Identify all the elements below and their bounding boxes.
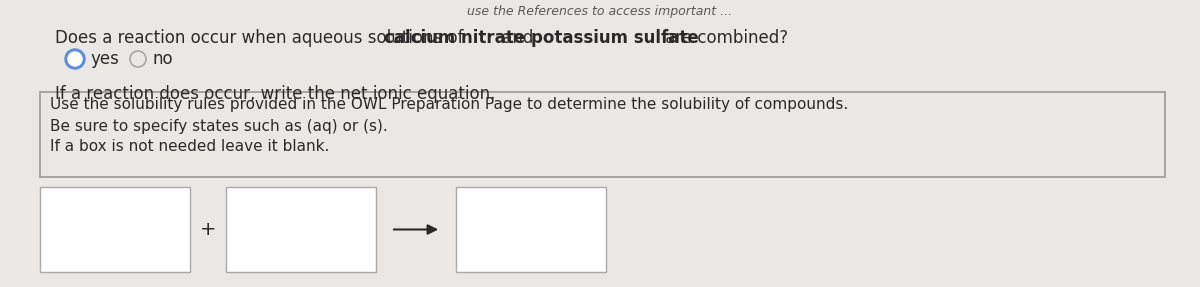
Text: are combined?: are combined? [660, 29, 787, 47]
Text: Use the solubility rules provided in the OWL Preparation Page to determine the s: Use the solubility rules provided in the… [50, 97, 848, 112]
Circle shape [65, 49, 85, 69]
Text: Does a reaction occur when aqueous solutions of: Does a reaction occur when aqueous solut… [55, 29, 469, 47]
Text: If a box is not needed leave it blank.: If a box is not needed leave it blank. [50, 139, 329, 154]
Text: +: + [199, 220, 216, 239]
Text: If a reaction does occur, write the net ionic equation.: If a reaction does occur, write the net … [55, 85, 496, 103]
Text: no: no [154, 50, 174, 68]
Text: calcium nitrate: calcium nitrate [384, 29, 524, 47]
Bar [456, 187, 606, 272]
Text: use the References to access important ...: use the References to access important .… [468, 5, 732, 18]
Bar [40, 92, 1165, 177]
Text: potassium sulfate: potassium sulfate [532, 29, 700, 47]
Text: yes: yes [90, 50, 119, 68]
Text: and: and [497, 29, 539, 47]
Bar [226, 187, 376, 272]
Bar [40, 187, 190, 272]
Circle shape [68, 52, 82, 66]
Text: Be sure to specify states such as (aq) or (s).: Be sure to specify states such as (aq) o… [50, 119, 388, 134]
